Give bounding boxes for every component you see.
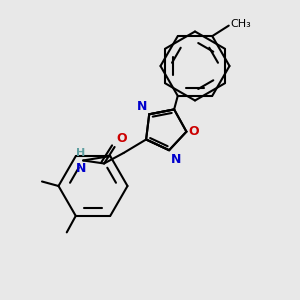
Text: N: N xyxy=(76,162,86,175)
Text: CH₃: CH₃ xyxy=(231,19,252,28)
Text: H: H xyxy=(76,148,85,158)
Text: O: O xyxy=(116,132,127,145)
Text: N: N xyxy=(171,153,181,166)
Text: O: O xyxy=(189,125,200,138)
Text: N: N xyxy=(136,100,147,113)
